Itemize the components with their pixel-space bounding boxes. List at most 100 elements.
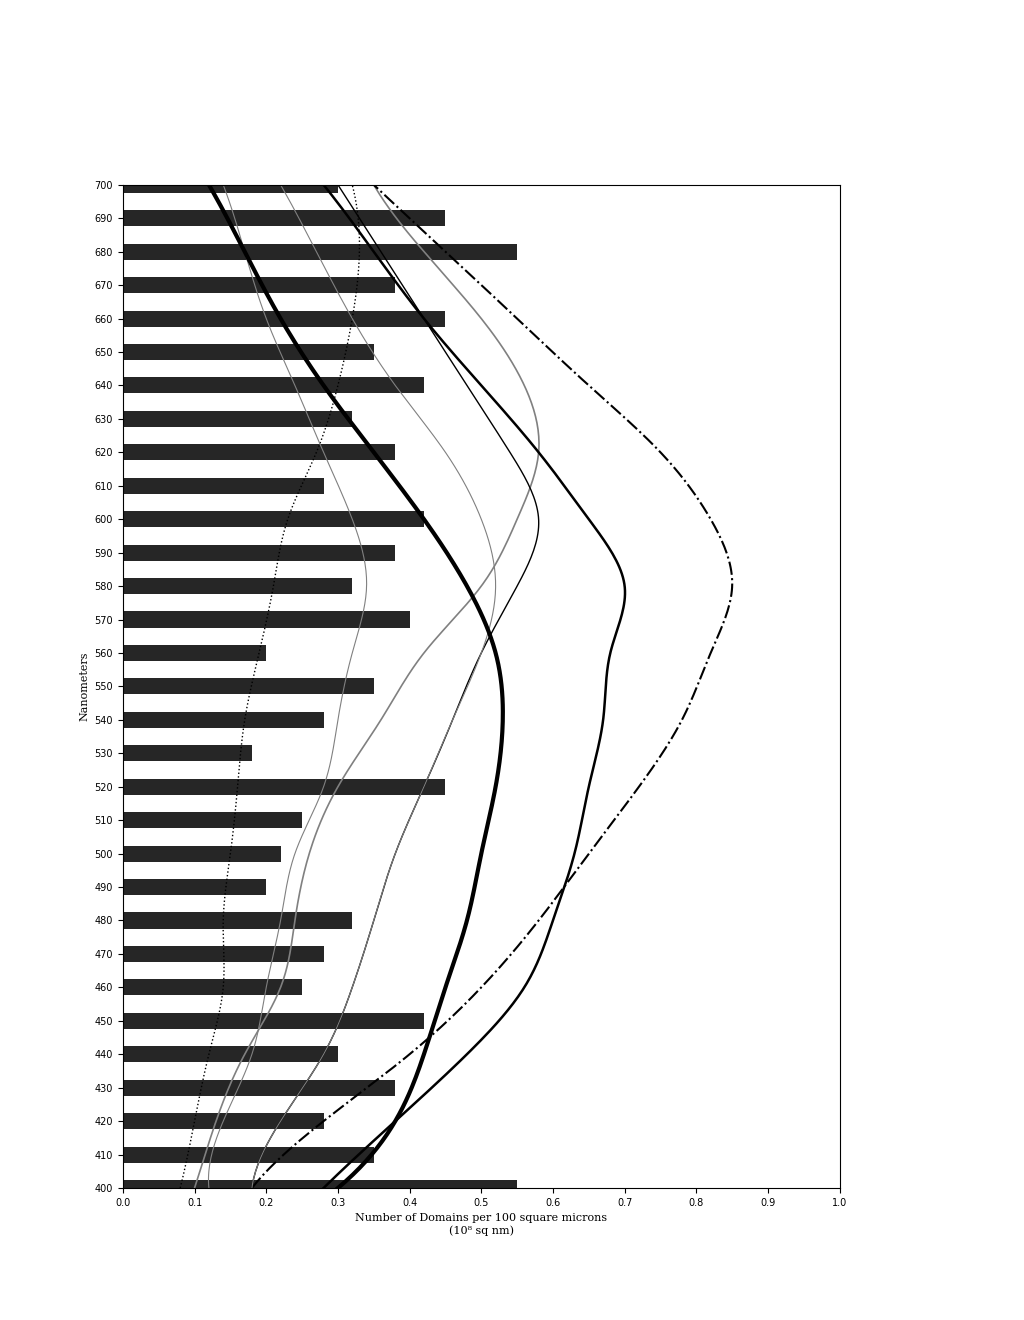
Green 0.25% bbox=[368, 177, 380, 193]
Bar bbox=[123, 779, 445, 795]
Line: RENOL RED (.1%): RENOL RED (.1%) bbox=[324, 185, 625, 1188]
Green 0.5% bbox=[725, 586, 737, 602]
6% MXD6 bbox=[454, 566, 466, 582]
Bar bbox=[123, 611, 410, 627]
RENOL RED (.05%) bbox=[509, 583, 521, 599]
Renol Red (0.05%) bbox=[203, 1176, 215, 1192]
RENOL RED (.1%) bbox=[321, 1176, 333, 1192]
Green 0.25% bbox=[189, 1176, 202, 1192]
Green 0.5% bbox=[726, 583, 738, 599]
RENOL RED (.05%) bbox=[433, 334, 445, 350]
6% MXD6 bbox=[253, 271, 265, 286]
Bar bbox=[123, 244, 517, 260]
X-axis label: Number of Domains per 100 square microns
(10⁸ sq nm): Number of Domains per 100 square microns… bbox=[355, 1213, 607, 1236]
Bar bbox=[123, 846, 281, 862]
Bar bbox=[123, 746, 252, 762]
Renol Red (0.1%) bbox=[246, 1176, 258, 1192]
6% MXD6 bbox=[336, 1176, 348, 1192]
Renol Red (0.05%) bbox=[360, 566, 373, 582]
Bar bbox=[123, 1012, 424, 1028]
Bar bbox=[123, 812, 302, 828]
Green 0.25% bbox=[469, 586, 481, 602]
RENOL RED (.05%) bbox=[517, 566, 529, 582]
Bar bbox=[123, 177, 338, 193]
Bar bbox=[123, 445, 395, 461]
Renol Red (0.05%) bbox=[247, 271, 259, 286]
Renol Red (0.1%) bbox=[274, 177, 287, 193]
RENOL RED (.05%) bbox=[246, 1176, 258, 1192]
Renol Red (0.1%) bbox=[489, 583, 502, 599]
Bar bbox=[123, 645, 266, 661]
Green 0.1% bbox=[342, 334, 354, 350]
Bar bbox=[123, 511, 424, 527]
Green 0.25% bbox=[441, 271, 454, 286]
Line: RENOL RED (.05%): RENOL RED (.05%) bbox=[252, 185, 539, 1188]
Line: Renol Red (0.1%): Renol Red (0.1%) bbox=[252, 185, 496, 1188]
RENOL RED (.1%) bbox=[615, 566, 628, 582]
Bar bbox=[123, 411, 352, 426]
6% MXD6 bbox=[464, 583, 476, 599]
6% MXD6 bbox=[465, 586, 477, 602]
Bar bbox=[123, 277, 395, 293]
Green 0.1% bbox=[351, 271, 364, 286]
RENOL RED (.05%) bbox=[332, 177, 344, 193]
Green 0.25% bbox=[483, 566, 496, 582]
Green 0.5% bbox=[368, 177, 380, 193]
Renol Red (0.1%) bbox=[489, 586, 502, 602]
Green 0.5% bbox=[726, 566, 738, 582]
Bar bbox=[123, 1113, 324, 1129]
Green 0.1% bbox=[269, 566, 282, 582]
6% MXD6 bbox=[203, 177, 215, 193]
RENOL RED (.1%) bbox=[618, 586, 631, 602]
Bar bbox=[123, 1047, 338, 1063]
Bar bbox=[123, 1147, 374, 1163]
Renol Red (0.1%) bbox=[489, 566, 502, 582]
Bar bbox=[123, 345, 374, 360]
Bar bbox=[123, 1180, 517, 1196]
Renol Red (0.05%) bbox=[360, 586, 373, 602]
Bar bbox=[123, 711, 324, 727]
Green 0.25% bbox=[493, 334, 505, 350]
Bar bbox=[123, 545, 395, 561]
Renol Red (0.1%) bbox=[360, 334, 373, 350]
Bar bbox=[123, 678, 374, 694]
Renol Red (0.05%) bbox=[217, 177, 229, 193]
RENOL RED (.1%) bbox=[618, 583, 631, 599]
Green 0.25% bbox=[188, 1180, 201, 1196]
Line: Green 0.1%: Green 0.1% bbox=[180, 185, 359, 1188]
RENOL RED (.05%) bbox=[507, 586, 519, 602]
Renol Red (0.05%) bbox=[360, 583, 373, 599]
Bar bbox=[123, 1080, 395, 1096]
Bar bbox=[123, 310, 445, 326]
Green 0.5% bbox=[537, 334, 549, 350]
Y-axis label: Nanometers: Nanometers bbox=[79, 652, 89, 721]
RENOL RED (.05%) bbox=[246, 1180, 258, 1196]
RENOL RED (.1%) bbox=[317, 177, 330, 193]
Bar bbox=[123, 946, 324, 962]
Line: Green 0.25%: Green 0.25% bbox=[195, 185, 539, 1188]
Bar bbox=[123, 912, 352, 928]
Line: Green 0.5%: Green 0.5% bbox=[252, 185, 732, 1188]
Green 0.5% bbox=[468, 271, 480, 286]
RENOL RED (.1%) bbox=[317, 1180, 330, 1196]
6% MXD6 bbox=[332, 1180, 344, 1196]
RENOL RED (.05%) bbox=[392, 271, 404, 286]
Green 0.5% bbox=[246, 1180, 258, 1196]
Bar bbox=[123, 478, 324, 494]
Bar bbox=[123, 210, 445, 226]
Green 0.1% bbox=[266, 583, 279, 599]
Bar bbox=[123, 979, 302, 995]
Renol Red (0.05%) bbox=[203, 1180, 215, 1196]
Line: Renol Red (0.05%): Renol Red (0.05%) bbox=[209, 185, 367, 1188]
Renol Red (0.1%) bbox=[325, 271, 337, 286]
Green 0.1% bbox=[346, 177, 358, 193]
6% MXD6 bbox=[289, 334, 301, 350]
Bar bbox=[123, 378, 424, 393]
Bar bbox=[123, 879, 266, 895]
Green 0.25% bbox=[472, 583, 484, 599]
RENOL RED (.1%) bbox=[437, 334, 450, 350]
Line: 6% MXD6: 6% MXD6 bbox=[209, 185, 503, 1188]
Green 0.5% bbox=[249, 1176, 261, 1192]
Green 0.1% bbox=[174, 1180, 186, 1196]
Green 0.1% bbox=[266, 586, 279, 602]
